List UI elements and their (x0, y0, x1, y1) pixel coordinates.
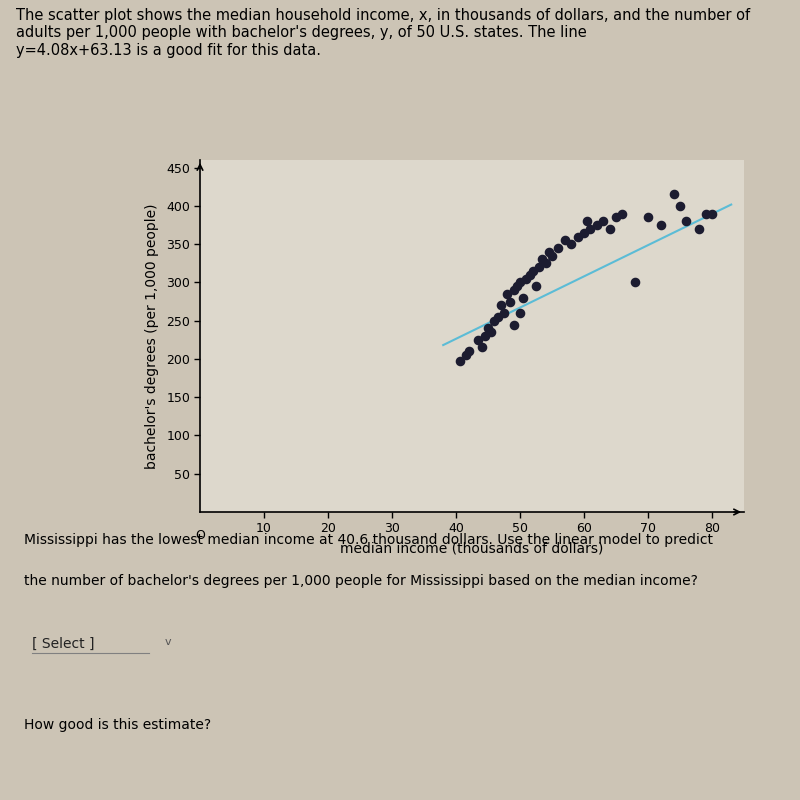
Point (642, 211, 654, 224)
Point (584, 222, 597, 235)
Point (706, 207, 718, 220)
Point (526, 265, 539, 278)
Point (539, 257, 552, 270)
Y-axis label: bachelor's degrees (per 1,000 people): bachelor's degrees (per 1,000 people) (146, 203, 159, 469)
Point (517, 291, 530, 304)
Point (590, 218, 603, 231)
Point (501, 287, 514, 300)
Point (523, 268, 536, 281)
Point (491, 310, 504, 323)
Point (680, 215, 693, 228)
Point (530, 280, 542, 293)
Text: The scatter plot shows the median household income, x, in thousands of dollars, : The scatter plot shows the median househ… (16, 8, 750, 58)
Point (488, 314, 501, 327)
Point (667, 188, 680, 201)
Point (459, 349, 472, 362)
Point (514, 306, 526, 319)
Point (565, 238, 578, 250)
Text: O: O (195, 529, 205, 542)
Point (552, 242, 565, 254)
Point (603, 222, 616, 235)
Point (674, 199, 686, 212)
Point (578, 226, 590, 239)
Point (558, 234, 571, 246)
Point (581, 215, 594, 228)
Point (536, 253, 549, 266)
Point (542, 246, 555, 258)
X-axis label: median income (thousands of dollars): median income (thousands of dollars) (340, 542, 604, 556)
Text: v: v (165, 637, 171, 646)
Point (482, 322, 494, 334)
Text: Mississippi has the lowest median income at 40.6 thousand dollars. Use the linea: Mississippi has the lowest median income… (24, 534, 713, 547)
Point (699, 207, 712, 220)
Point (472, 334, 485, 346)
Point (485, 326, 498, 338)
Point (498, 306, 510, 319)
Point (478, 330, 491, 342)
Point (610, 211, 622, 224)
Point (454, 355, 466, 368)
Point (654, 218, 667, 231)
Point (571, 230, 584, 243)
Point (629, 276, 642, 289)
Text: the number of bachelor's degrees per 1,000 people for Mississippi based on the m: the number of bachelor's degrees per 1,0… (24, 574, 698, 588)
Text: [ Select ]: [ Select ] (31, 637, 94, 651)
Point (693, 222, 706, 235)
Point (507, 318, 520, 331)
Point (504, 295, 517, 308)
Point (510, 280, 523, 293)
Point (475, 341, 488, 354)
Text: How good is this estimate?: How good is this estimate? (24, 718, 211, 733)
Point (597, 215, 610, 228)
Point (533, 261, 546, 274)
Point (616, 207, 629, 220)
Point (462, 345, 475, 358)
Point (514, 276, 526, 289)
Point (520, 272, 533, 285)
Point (507, 284, 520, 297)
Point (494, 299, 507, 312)
Point (546, 250, 558, 262)
